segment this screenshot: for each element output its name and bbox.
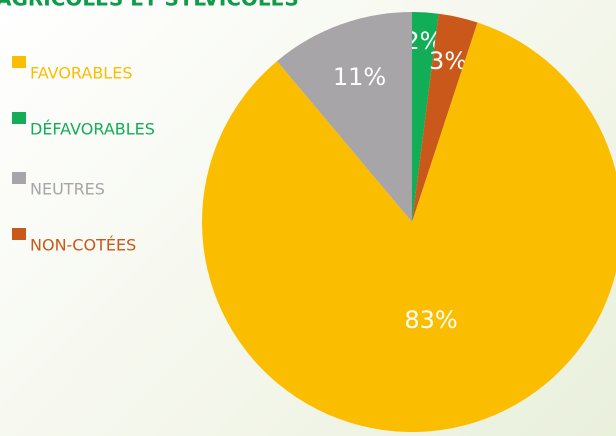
data-label: 83% (404, 306, 457, 334)
legend-label: NEUTRES (30, 180, 105, 199)
data-label: 11% (333, 63, 386, 91)
pie-slice (277, 12, 412, 222)
legend-label: FAVORABLES (30, 64, 132, 83)
data-label: 3% (429, 47, 467, 75)
legend-swatch (12, 112, 26, 124)
legend-swatch (12, 56, 26, 68)
legend-label: DÉFAVORABLES (30, 120, 155, 139)
legend-label: NON-COTÉES (30, 236, 136, 255)
pie-slice (412, 13, 478, 223)
pie-slice (202, 22, 616, 432)
legend-swatch (12, 228, 26, 240)
pie-slice (412, 12, 439, 222)
chart-title: AGRICOLES ET SYLVICOLES (0, 0, 299, 11)
legend-swatch (12, 172, 26, 184)
